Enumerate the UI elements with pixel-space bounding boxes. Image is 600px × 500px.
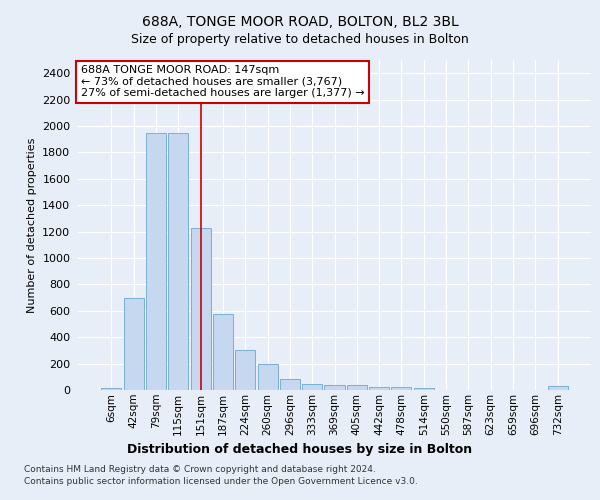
Bar: [191, 228, 211, 390]
Bar: [280, 380, 300, 390]
Y-axis label: Number of detached properties: Number of detached properties: [26, 138, 37, 312]
Bar: [347, 386, 367, 390]
Bar: [257, 364, 278, 390]
Bar: [168, 132, 188, 390]
Text: Contains HM Land Registry data © Crown copyright and database right 2024.: Contains HM Land Registry data © Crown c…: [24, 465, 376, 474]
Bar: [391, 388, 412, 390]
Text: Distribution of detached houses by size in Bolton: Distribution of detached houses by size …: [127, 442, 473, 456]
Bar: [146, 132, 166, 390]
Bar: [235, 350, 255, 390]
Bar: [369, 386, 389, 390]
Bar: [414, 388, 434, 390]
Bar: [124, 298, 144, 390]
Bar: [101, 388, 121, 390]
Bar: [548, 386, 568, 390]
Bar: [213, 314, 233, 390]
Bar: [325, 385, 344, 390]
Bar: [302, 384, 322, 390]
Text: Size of property relative to detached houses in Bolton: Size of property relative to detached ho…: [131, 32, 469, 46]
Text: Contains public sector information licensed under the Open Government Licence v3: Contains public sector information licen…: [24, 478, 418, 486]
Text: 688A, TONGE MOOR ROAD, BOLTON, BL2 3BL: 688A, TONGE MOOR ROAD, BOLTON, BL2 3BL: [142, 15, 458, 29]
Text: 688A TONGE MOOR ROAD: 147sqm
← 73% of detached houses are smaller (3,767)
27% of: 688A TONGE MOOR ROAD: 147sqm ← 73% of de…: [80, 65, 364, 98]
